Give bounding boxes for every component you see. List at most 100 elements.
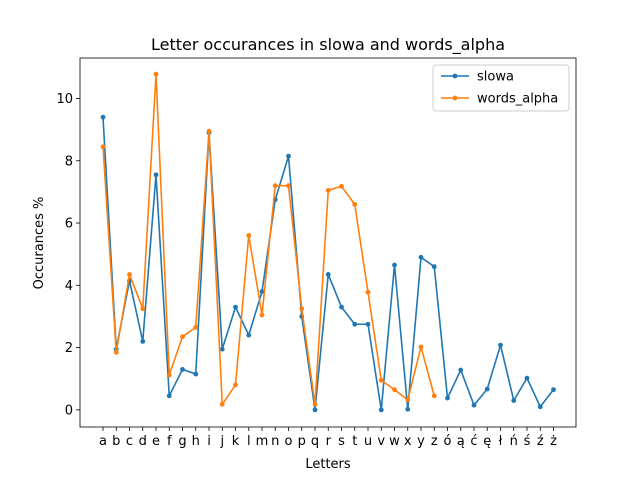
data-point-words_alpha xyxy=(392,387,397,393)
x-tick-label: ć xyxy=(470,434,477,449)
data-point-words_alpha xyxy=(113,349,119,355)
y-tick-label: 6 xyxy=(65,217,73,232)
x-tick-label: o xyxy=(285,434,293,449)
data-point-slowa xyxy=(418,254,424,260)
data-point-slowa xyxy=(537,404,543,410)
data-point-words_alpha xyxy=(246,233,252,238)
data-point-slowa xyxy=(431,264,437,270)
x-tick-label: ń xyxy=(510,434,518,449)
x-tick-label: k xyxy=(232,434,240,449)
data-point-words_alpha xyxy=(272,183,278,189)
data-point-words_alpha xyxy=(405,397,411,403)
x-tick-label: l xyxy=(247,434,251,449)
data-point-words_alpha xyxy=(206,128,212,134)
data-point-slowa xyxy=(219,346,225,352)
data-point-words_alpha xyxy=(299,306,305,312)
x-tick-label: y xyxy=(417,434,425,449)
data-point-slowa xyxy=(498,342,503,348)
y-tick-label: 0 xyxy=(65,403,73,418)
data-point-words_alpha xyxy=(219,401,225,407)
data-point-slowa xyxy=(180,366,185,372)
x-tick-label: m xyxy=(256,434,269,449)
data-point-words_alpha xyxy=(418,344,424,350)
x-tick-label: i xyxy=(207,434,211,449)
x-tick-label: w xyxy=(389,434,400,449)
data-point-words_alpha xyxy=(193,324,199,330)
legend-marker-words_alpha xyxy=(452,95,458,101)
data-point-slowa xyxy=(392,262,397,268)
x-tick-label: ź xyxy=(537,434,544,449)
x-tick-label: g xyxy=(178,434,186,449)
data-point-slowa xyxy=(286,153,291,159)
x-tick-label: p xyxy=(298,434,306,449)
legend-label-slowa: slowa xyxy=(477,70,514,85)
y-tick-label: 8 xyxy=(65,154,73,169)
x-tick-label: t xyxy=(352,434,357,449)
x-tick-label: u xyxy=(364,434,372,449)
data-point-slowa xyxy=(153,172,159,178)
y-tick-label: 4 xyxy=(65,279,73,294)
x-tick-label: ę xyxy=(483,434,491,449)
data-point-words_alpha xyxy=(378,377,384,383)
series-line-words_alpha xyxy=(102,73,436,406)
legend-label-words_alpha: words_alpha xyxy=(477,92,558,107)
data-point-words_alpha xyxy=(325,187,331,193)
y-tick-label: 2 xyxy=(65,341,73,356)
data-point-words_alpha xyxy=(127,272,132,277)
legend-marker-slowa xyxy=(452,73,458,79)
data-point-words_alpha xyxy=(140,306,146,312)
data-point-words_alpha xyxy=(259,312,265,318)
data-point-slowa xyxy=(312,407,318,413)
data-point-slowa xyxy=(140,338,146,344)
data-point-slowa xyxy=(352,321,358,327)
data-point-slowa xyxy=(325,272,331,277)
data-point-slowa xyxy=(405,406,411,412)
data-point-slowa xyxy=(166,393,172,399)
y-axis-label: Occurances % xyxy=(32,197,47,290)
data-point-slowa xyxy=(100,114,106,120)
x-tick-label: n xyxy=(271,434,279,449)
data-point-slowa xyxy=(378,407,384,413)
x-tick-label: e xyxy=(152,434,160,449)
chart-title: Letter occurances in slowa and words_alp… xyxy=(151,35,505,55)
x-tick-label: d xyxy=(139,434,147,449)
y-tick-label: 10 xyxy=(56,92,73,107)
x-tick-label: v xyxy=(377,434,385,449)
x-tick-label: q xyxy=(311,434,319,449)
x-tick-label: ą xyxy=(457,434,465,449)
legend: slowa words_alpha xyxy=(432,64,570,112)
plot-area: 0 2 4 6 8 10 a b c d e f g h i j k l m n o p q r s t u v w x y z ó ą ć ę ł ń ś… xyxy=(56,57,577,449)
x-tick-label: ż xyxy=(550,434,557,449)
x-tick-label: c xyxy=(126,434,133,449)
data-point-words_alpha xyxy=(339,183,344,189)
data-point-words_alpha xyxy=(352,201,358,207)
data-point-slowa xyxy=(524,375,530,381)
data-point-words_alpha xyxy=(233,382,238,388)
data-point-slowa xyxy=(339,304,344,310)
x-tick-label: ł xyxy=(499,434,503,449)
data-point-slowa xyxy=(193,371,199,377)
data-point-words_alpha xyxy=(166,372,172,378)
data-point-slowa xyxy=(551,387,556,393)
data-point-slowa xyxy=(259,289,265,294)
data-point-slowa xyxy=(233,304,238,310)
data-point-slowa xyxy=(471,402,477,408)
x-axis-label: Letters xyxy=(305,457,351,472)
x-tick-label: f xyxy=(167,434,172,449)
x-tick-label: a xyxy=(99,434,107,449)
data-point-slowa xyxy=(484,386,490,392)
data-point-slowa xyxy=(365,321,371,327)
data-point-words_alpha xyxy=(286,183,291,189)
data-point-slowa xyxy=(511,398,517,403)
axes-frame xyxy=(79,57,577,428)
data-point-words_alpha xyxy=(180,334,185,340)
x-tick-label: s xyxy=(338,434,345,449)
x-tick-label: b xyxy=(112,434,120,449)
data-point-slowa xyxy=(458,367,464,373)
data-point-words_alpha xyxy=(100,144,106,150)
x-tick-label: h xyxy=(192,434,200,449)
x-tick-label: x xyxy=(404,434,412,449)
data-point-words_alpha xyxy=(153,71,159,77)
data-point-words_alpha xyxy=(431,393,437,399)
